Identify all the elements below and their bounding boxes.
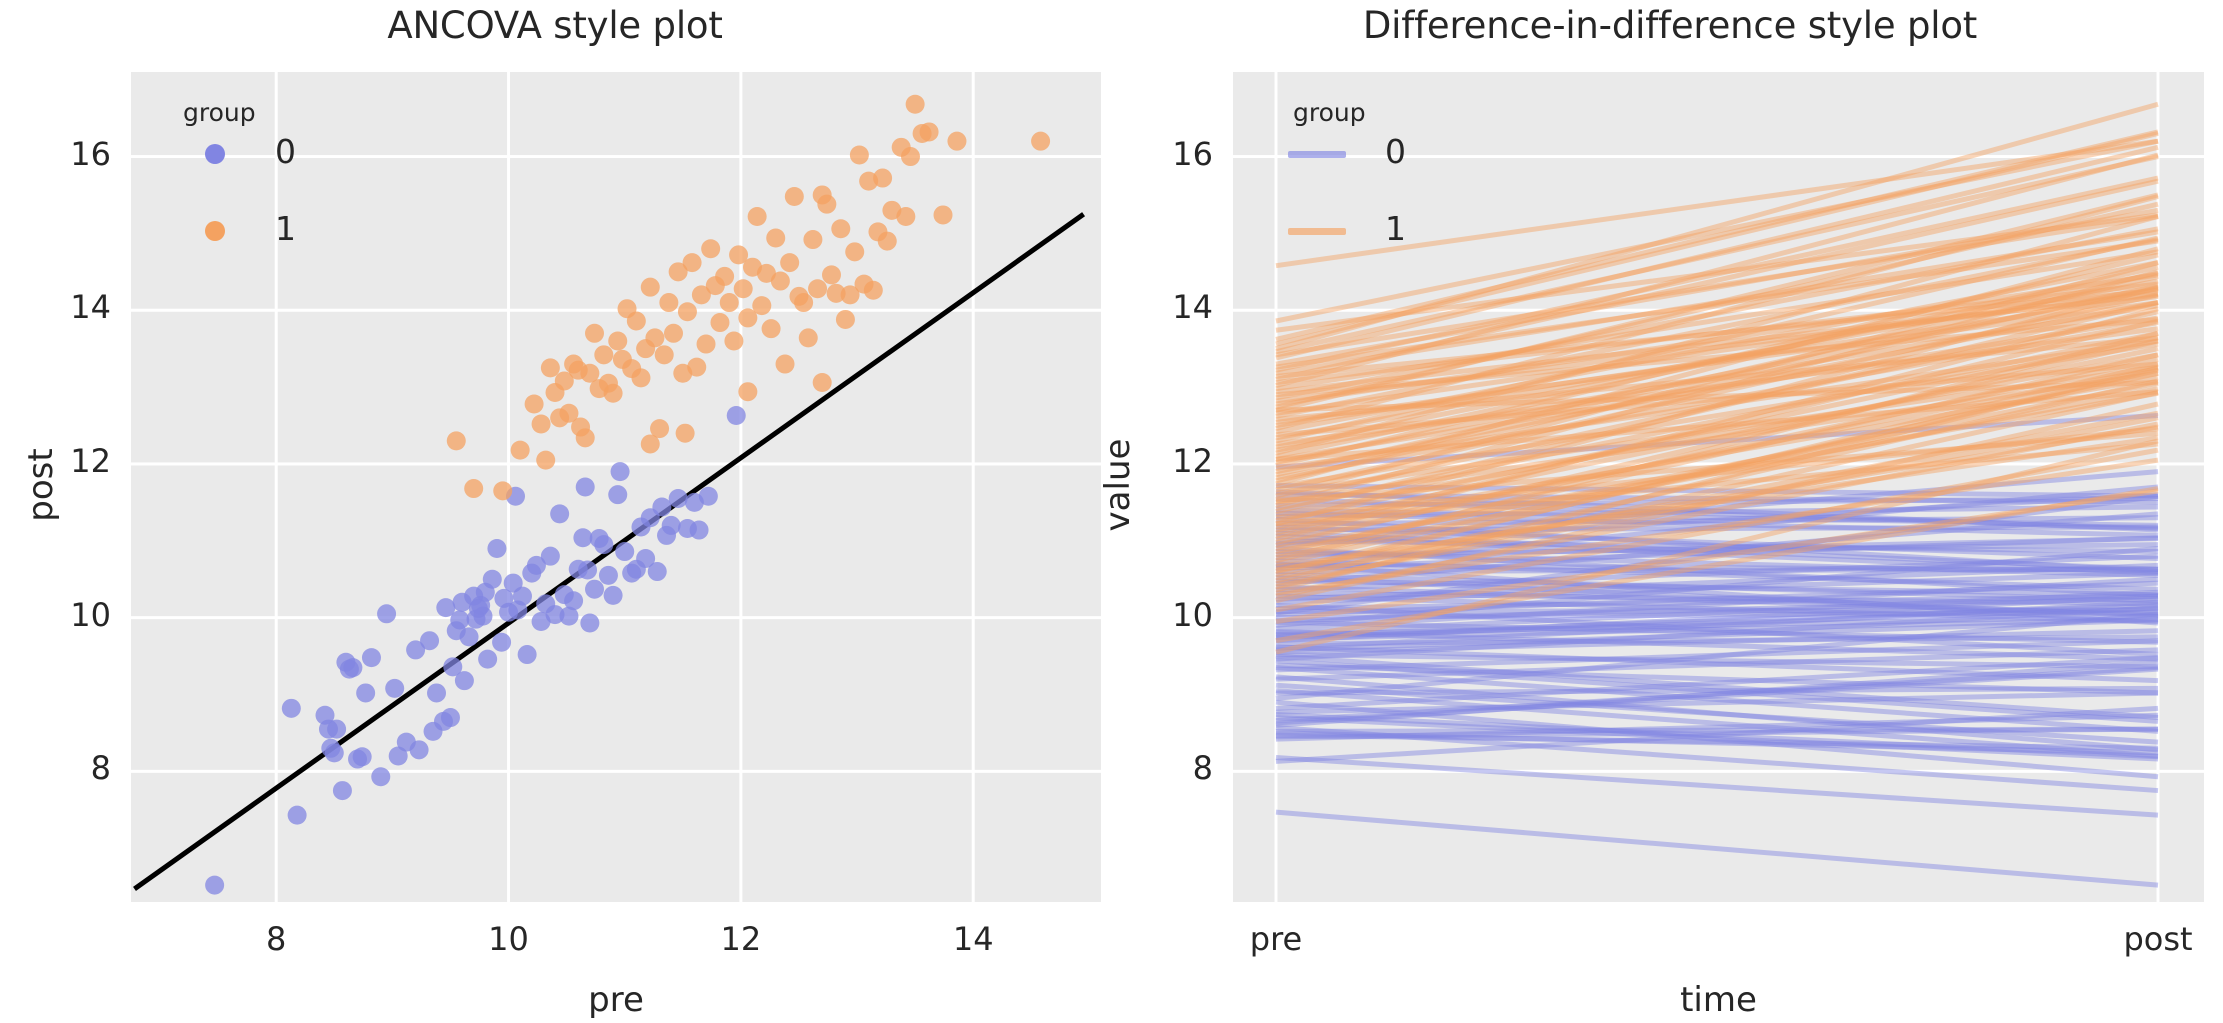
did-ytick-10: 10 bbox=[1172, 595, 1213, 634]
did-ytick-14: 14 bbox=[1172, 288, 1213, 327]
ancova-xtick-12: 12 bbox=[720, 920, 762, 958]
ancova-ytick-16: 16 bbox=[70, 134, 111, 173]
ancova-scatter-layer bbox=[131, 72, 1101, 902]
did-panel: Difference-in-difference style plot 16 1… bbox=[1098, 0, 2223, 1023]
ancova-ytick-14: 14 bbox=[70, 288, 111, 327]
did-xaxis-title: time bbox=[1680, 980, 1757, 1020]
did-yaxis-title: value bbox=[1098, 438, 1138, 532]
ancova-xtick-10: 10 bbox=[488, 920, 529, 958]
ancova-ytick-12: 12 bbox=[70, 441, 111, 480]
did-legend-label-1: 1 bbox=[1385, 209, 1406, 248]
did-ytick-12: 12 bbox=[1172, 441, 1213, 480]
did-panel-title: Difference-in-difference style plot bbox=[1362, 4, 1978, 47]
ancova-yaxis-title: post bbox=[21, 448, 61, 522]
ancova-ytick-10: 10 bbox=[70, 595, 111, 634]
ancova-panel: ANCOVA style plot 16 14 12 10 8 8 10 12 … bbox=[21, 4, 1101, 1020]
did-spaghetti-layer bbox=[1233, 72, 2204, 902]
ancova-legend-label-1: 1 bbox=[275, 209, 296, 248]
did-legend-label-0: 0 bbox=[1385, 132, 1406, 171]
legend-marker-dot-group1 bbox=[205, 221, 225, 241]
legend-marker-line-group0 bbox=[1288, 151, 1346, 158]
did-plot-area bbox=[1233, 72, 2204, 902]
ancova-legend-title: group bbox=[183, 98, 256, 127]
ancova-ytick-8: 8 bbox=[90, 749, 111, 788]
did-xtick-pre: pre bbox=[1249, 920, 1303, 958]
ancova-plot-area bbox=[131, 72, 1101, 902]
ancova-legend-label-0: 0 bbox=[275, 132, 296, 171]
legend-marker-line-group1 bbox=[1288, 228, 1346, 235]
ancova-xtick-14: 14 bbox=[952, 920, 994, 958]
ancova-xtick-8: 8 bbox=[266, 920, 287, 958]
did-ytick-8: 8 bbox=[1192, 749, 1213, 788]
ancova-panel-title: ANCOVA style plot bbox=[387, 4, 723, 47]
did-legend-title: group bbox=[1293, 98, 1366, 127]
did-xtick-post: post bbox=[2123, 920, 2193, 958]
legend-marker-dot-group0 bbox=[205, 144, 225, 164]
ancova-xaxis-title: pre bbox=[588, 980, 644, 1020]
did-ytick-16: 16 bbox=[1172, 134, 1213, 173]
